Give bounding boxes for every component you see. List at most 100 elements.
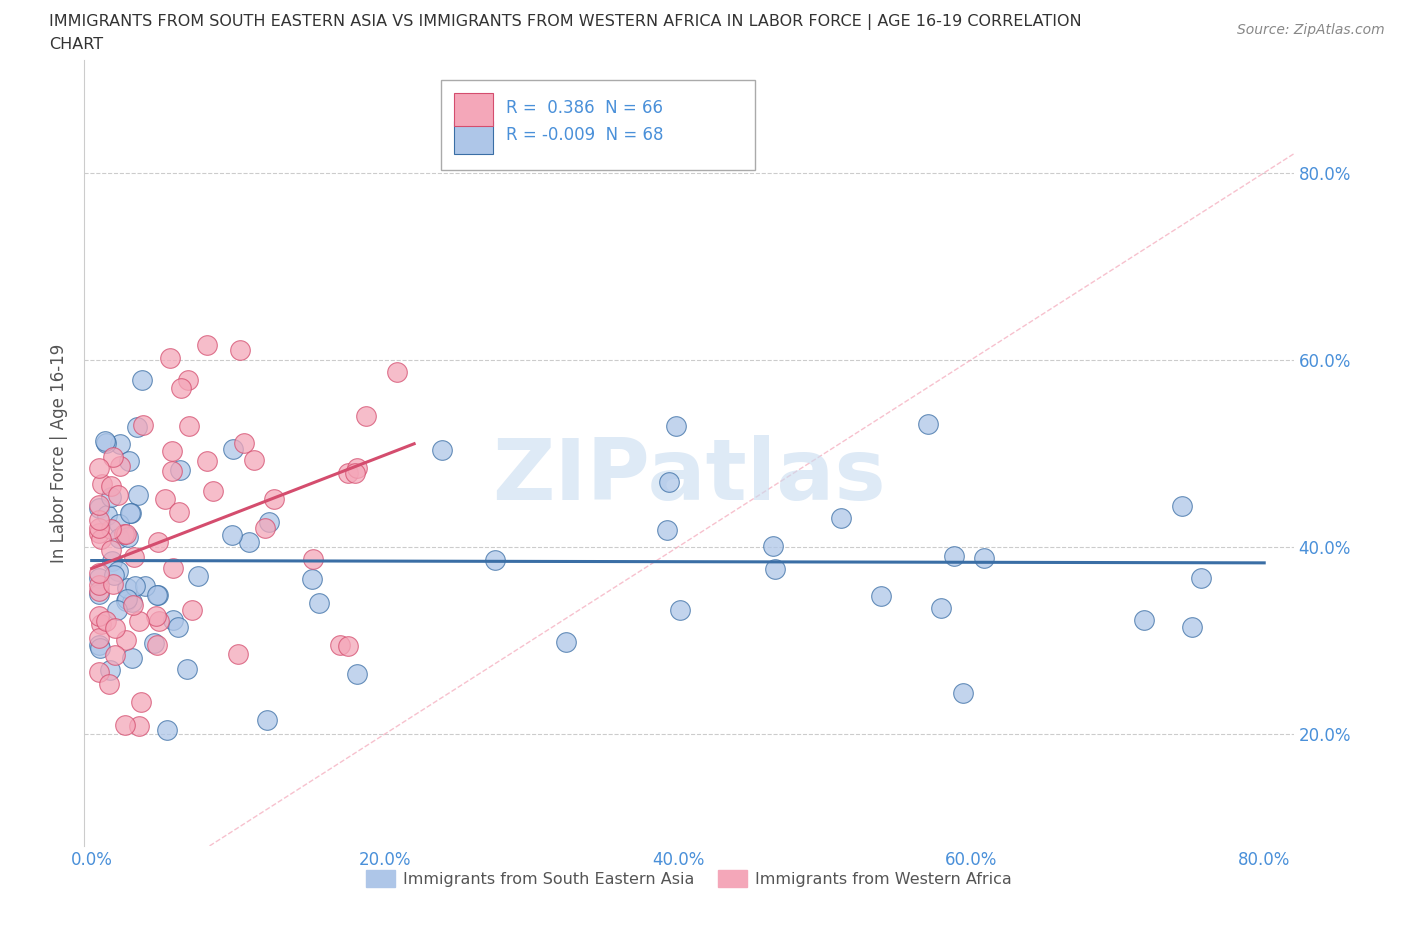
Point	[308, 596, 330, 611]
Point	[87, 637, 110, 652]
Point	[1181, 619, 1204, 634]
Point	[387, 365, 409, 379]
Point	[108, 436, 131, 451]
Point	[430, 443, 453, 458]
Point	[870, 588, 893, 603]
Point	[238, 535, 260, 550]
Point	[156, 723, 179, 737]
Point	[128, 613, 150, 628]
Point	[344, 466, 367, 481]
Point	[122, 598, 145, 613]
Point	[101, 577, 124, 591]
Point	[484, 552, 506, 567]
Point	[145, 608, 167, 623]
Point	[112, 526, 135, 541]
Point	[100, 543, 122, 558]
Point	[228, 342, 250, 357]
Point	[87, 609, 110, 624]
Point	[87, 584, 110, 599]
Point	[179, 418, 201, 433]
Point	[942, 549, 965, 564]
FancyBboxPatch shape	[454, 93, 494, 126]
Point	[94, 614, 117, 629]
Text: R =  0.386  N = 66: R = 0.386 N = 66	[506, 99, 664, 117]
Point	[129, 695, 152, 710]
Point	[243, 453, 266, 468]
Point	[121, 651, 143, 666]
Point	[221, 527, 243, 542]
Point	[98, 663, 121, 678]
Point	[160, 444, 183, 458]
Point	[337, 638, 360, 653]
Point	[87, 512, 110, 527]
Point	[96, 507, 118, 522]
Point	[177, 373, 200, 388]
Point	[1170, 498, 1192, 513]
Point	[118, 505, 141, 520]
Point	[94, 436, 117, 451]
Point	[87, 520, 110, 535]
Text: IMMIGRANTS FROM SOUTH EASTERN ASIA VS IMMIGRANTS FROM WESTERN AFRICA IN LABOR FO: IMMIGRANTS FROM SOUTH EASTERN ASIA VS IM…	[49, 14, 1081, 30]
Point	[167, 504, 190, 519]
Point	[90, 476, 112, 491]
Point	[124, 579, 146, 594]
Point	[336, 466, 359, 481]
Point	[114, 593, 136, 608]
Point	[655, 523, 678, 538]
Point	[1133, 612, 1156, 627]
Point	[162, 561, 184, 576]
Point	[176, 662, 198, 677]
Point	[121, 594, 143, 609]
Point	[145, 638, 167, 653]
Point	[145, 588, 167, 603]
Point	[169, 462, 191, 477]
Point	[87, 525, 110, 540]
Point	[253, 521, 276, 536]
Point	[195, 453, 218, 468]
Point	[108, 531, 131, 546]
Point	[669, 602, 692, 617]
FancyBboxPatch shape	[454, 121, 494, 153]
Point	[187, 569, 209, 584]
Point	[87, 578, 110, 592]
Point	[108, 516, 131, 531]
Point	[87, 631, 110, 645]
Point	[104, 648, 127, 663]
Text: Source: ZipAtlas.com: Source: ZipAtlas.com	[1237, 23, 1385, 37]
Point	[100, 479, 122, 494]
Text: CHART: CHART	[49, 37, 103, 52]
Point	[148, 614, 170, 629]
Point	[107, 564, 129, 578]
Point	[346, 667, 368, 682]
Point	[143, 635, 166, 650]
Point	[128, 719, 150, 734]
Point	[763, 562, 786, 577]
Point	[87, 565, 110, 580]
Point	[114, 632, 136, 647]
Point	[166, 619, 188, 634]
Point	[354, 409, 377, 424]
Point	[162, 464, 184, 479]
Point	[233, 435, 256, 450]
Point	[114, 717, 136, 732]
Point	[665, 418, 688, 433]
Point	[89, 532, 111, 547]
Point	[100, 553, 122, 568]
Point	[87, 586, 110, 601]
Point	[131, 372, 153, 387]
Point	[180, 603, 202, 618]
Point	[107, 487, 129, 502]
Point	[100, 489, 122, 504]
Point	[221, 442, 243, 457]
Point	[201, 484, 224, 498]
Point	[118, 453, 141, 468]
Point	[830, 511, 852, 525]
Point	[134, 578, 156, 593]
Point	[762, 538, 785, 553]
Point	[105, 602, 128, 617]
Point	[87, 665, 110, 680]
Point	[148, 588, 170, 603]
Point	[115, 526, 138, 541]
Point	[89, 640, 111, 655]
Point	[658, 474, 681, 489]
